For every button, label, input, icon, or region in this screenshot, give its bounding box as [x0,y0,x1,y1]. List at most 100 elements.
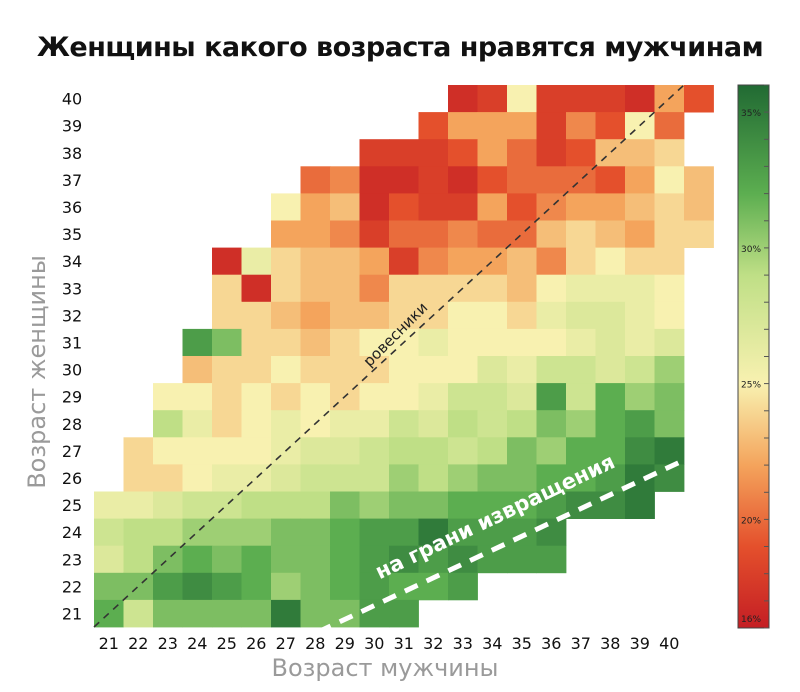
heatmap-cell [153,383,183,411]
heatmap-cell [241,356,272,384]
heatmap-cell [507,383,537,411]
heatmap-cell [625,328,655,357]
heatmap-cell [418,410,449,438]
heatmap-cell [477,193,508,221]
heatmap-cell [566,274,596,303]
heatmap-cell [625,85,655,113]
heatmap-cell [182,328,213,357]
heatmap-cell [448,572,478,601]
heatmap-cell [300,545,331,574]
heatmap-cell [212,328,242,357]
heatmap-cell [300,247,331,276]
heatmap-cell [625,301,655,330]
heatmap-cell [477,85,508,113]
heatmap-cell [389,356,419,384]
heatmap-cell [300,274,331,303]
heatmap-cell [330,599,360,628]
heatmap-cell [359,599,390,628]
heatmap-cell [536,464,567,492]
heatmap-cell [271,193,301,221]
heatmap-cell [566,328,596,357]
x-tick-label: 34 [482,634,502,653]
heatmap-cell [300,572,331,601]
heatmap-cell [477,301,508,330]
x-tick-label: 40 [659,634,679,653]
heatmap-cell [595,437,626,465]
heatmap-cell [566,112,596,140]
heatmap-cell [271,572,301,601]
heatmap-cell [536,437,567,465]
colorbar-tick-label: 30% [741,245,761,255]
heatmap-cell [566,356,596,384]
heatmap-cell [389,410,419,438]
y-tick-label: 34 [62,252,82,271]
heatmap-cell [330,274,360,303]
heatmap-cell [507,166,537,194]
heatmap-cell [536,491,567,519]
heatmap-cell [418,112,449,140]
heatmap-cell [654,383,685,411]
heatmap-cell [153,410,183,438]
heatmap-cell [654,274,685,303]
heatmap-cell [566,464,596,492]
heatmap-cell [212,491,242,519]
heatmap-cell [507,410,537,438]
x-tick-label: 22 [128,634,148,653]
heatmap-cell [418,220,449,248]
heatmap-cell [477,464,508,492]
heatmap-cell [595,328,626,357]
heatmap-cell [477,139,508,167]
heatmap-cell [536,383,567,411]
heatmap-cell [241,437,272,465]
heatmap-cell [212,518,242,547]
heatmap-cell [300,437,331,465]
heatmap-cell [300,166,331,194]
heatmap-cell [389,491,419,519]
heatmap-cell [507,437,537,465]
heatmap-cell [477,112,508,140]
x-tick-label: 31 [394,634,414,653]
heatmap-cell [448,518,478,547]
heatmap-cell [536,356,567,384]
heatmap-cell [448,356,478,384]
y-tick-label: 33 [62,279,82,298]
heatmap-cell [212,274,242,303]
x-tick-label: 29 [335,634,355,653]
heatmap-cell [507,247,537,276]
heatmap-cell [654,220,685,248]
heatmap-cell [182,437,213,465]
heatmap-cell [330,491,360,519]
heatmap-cell [625,193,655,221]
heatmap-cell [300,383,331,411]
heatmap-cell [477,491,508,519]
heatmap-cell [389,545,419,574]
heatmap-cell [418,383,449,411]
heatmap-cell [595,193,626,221]
x-tick-label: 21 [99,634,119,653]
heatmap-cell [182,356,213,384]
heatmap-cell [684,220,714,248]
heatmap-cell [477,274,508,303]
heatmap-cell [477,328,508,357]
heatmap-cell [389,220,419,248]
heatmap-cell [536,220,567,248]
heatmap-cell [359,464,390,492]
heatmap-cell [595,220,626,248]
heatmap-cell [595,464,626,492]
heatmap-cell [153,491,183,519]
heatmap-cell [330,328,360,357]
heatmap-cell [330,193,360,221]
y-axis-label: Возраст женщины [23,255,51,489]
heatmap-cell [241,464,272,492]
heatmap-cell [536,328,567,357]
heatmap-cell [94,545,124,574]
heatmap-cell [330,572,360,601]
heatmap-cell [684,193,714,221]
colorbar-tick-label: 20% [741,516,761,526]
heatmap-cell [241,518,272,547]
heatmap-cell [330,410,360,438]
heatmap-cell [271,274,301,303]
y-tick-label: 37 [62,171,82,190]
heatmap-cell [271,518,301,547]
peers-diagonal-line [93,84,685,628]
